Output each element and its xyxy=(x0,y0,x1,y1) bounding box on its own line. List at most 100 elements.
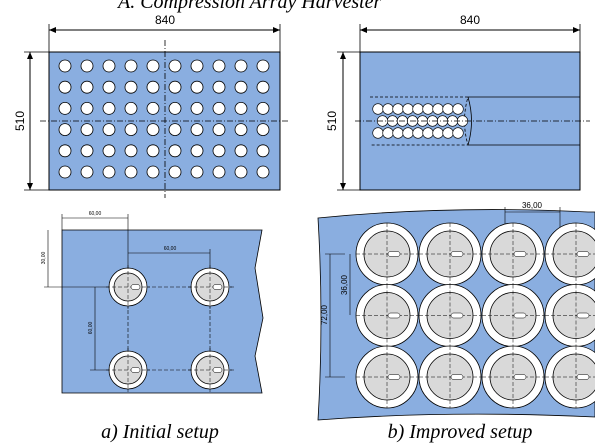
detail-cell xyxy=(418,222,482,286)
cell-hole xyxy=(372,103,384,115)
detail-cell xyxy=(106,348,150,392)
hole xyxy=(102,102,116,115)
hole xyxy=(124,102,138,115)
hole xyxy=(234,80,248,94)
hole xyxy=(212,59,226,73)
cell-hole xyxy=(372,127,384,139)
cell-hole xyxy=(412,103,424,115)
detail-cell xyxy=(418,284,482,347)
hole xyxy=(168,123,182,137)
hole xyxy=(146,123,160,137)
cell-hole xyxy=(382,103,394,115)
cell-hole xyxy=(452,103,464,115)
hole xyxy=(58,165,72,179)
hole xyxy=(102,59,116,73)
hole xyxy=(234,144,248,158)
hole xyxy=(124,59,138,73)
detail-cell xyxy=(106,265,150,309)
hole xyxy=(124,80,138,94)
panel-b-plate-view: 840 510 xyxy=(325,13,590,191)
cell-hole xyxy=(402,127,414,139)
hole xyxy=(212,165,226,179)
hole xyxy=(146,102,160,115)
panel-b-width-label: 840 xyxy=(460,13,480,27)
hole xyxy=(102,80,116,94)
hole xyxy=(58,80,72,94)
cell-hole xyxy=(432,127,444,139)
hole xyxy=(124,144,138,158)
hole xyxy=(212,80,226,94)
hole xyxy=(80,102,94,115)
hole xyxy=(256,59,270,73)
detail-cell xyxy=(544,222,595,286)
cell-hole xyxy=(432,103,444,115)
hole xyxy=(124,165,138,179)
hole xyxy=(80,59,94,73)
panel-b-cell-cluster xyxy=(372,103,469,139)
panel-b-height-label: 510 xyxy=(325,111,339,131)
hole xyxy=(168,80,182,94)
panel-b-detail-pitch-dim: 36,00 xyxy=(522,201,543,210)
cell-hole xyxy=(422,127,434,139)
detail-cell xyxy=(188,265,232,309)
panel-a-hole-grid xyxy=(58,59,270,179)
hole xyxy=(190,144,204,158)
detail-cell xyxy=(418,345,482,409)
cell-hole xyxy=(382,127,394,139)
cell-hole xyxy=(402,103,414,115)
figure-title: A. Compression Array Harvester xyxy=(116,0,382,13)
cell-hole xyxy=(412,127,424,139)
hole xyxy=(58,59,72,73)
cell-hole xyxy=(442,127,454,139)
hole xyxy=(80,123,94,137)
panel-a-detail-edge-dim: 60,00 xyxy=(89,211,102,217)
cell-hole xyxy=(392,127,404,139)
panel-b-detail-view: 36,00 72,00 36,00 xyxy=(317,201,595,421)
hole xyxy=(190,165,204,179)
hole xyxy=(146,80,160,94)
cell-hole xyxy=(392,103,404,115)
detail-cell xyxy=(481,222,545,286)
hole xyxy=(102,123,116,137)
hole xyxy=(190,102,204,115)
hole xyxy=(146,59,160,73)
panel-a-height-label: 510 xyxy=(13,111,27,131)
hole xyxy=(80,80,94,94)
hole xyxy=(168,102,182,115)
hole xyxy=(168,165,182,179)
hole xyxy=(256,123,270,137)
hole xyxy=(212,123,226,137)
hole xyxy=(190,80,204,94)
hole xyxy=(212,144,226,158)
hole xyxy=(80,165,94,179)
detail-cell xyxy=(355,222,419,286)
panel-b-detail-cells xyxy=(355,222,595,409)
panel-a-detail-cells xyxy=(106,265,232,392)
hole xyxy=(80,144,94,158)
hole xyxy=(234,102,248,115)
detail-cell xyxy=(481,284,545,347)
hole xyxy=(234,165,248,179)
detail-cell xyxy=(188,348,232,392)
hole xyxy=(256,80,270,94)
hole xyxy=(256,144,270,158)
panel-a-plate-view: 840 510 xyxy=(13,13,290,198)
hole xyxy=(124,123,138,137)
hole xyxy=(234,59,248,73)
panel-a-detail-view: 60,00 60,00 30,00 60,00 xyxy=(41,211,264,394)
detail-cell xyxy=(355,284,419,347)
hole xyxy=(58,144,72,158)
detail-cell xyxy=(355,345,419,409)
hole xyxy=(256,102,270,115)
hole xyxy=(146,165,160,179)
panel-b-caption: b) Improved setup xyxy=(388,421,533,443)
panel-b-detail-row-dim: 36,00 xyxy=(340,274,349,295)
hole xyxy=(190,123,204,137)
panel-a-caption: a) Initial setup xyxy=(101,421,219,443)
panel-a-detail-top-dim: 30,00 xyxy=(41,252,47,265)
panel-a-detail-vertical-dim: 60,00 xyxy=(88,322,94,335)
panel-a-width-label: 840 xyxy=(155,13,175,27)
cell-hole xyxy=(422,103,434,115)
detail-cell xyxy=(481,345,545,409)
